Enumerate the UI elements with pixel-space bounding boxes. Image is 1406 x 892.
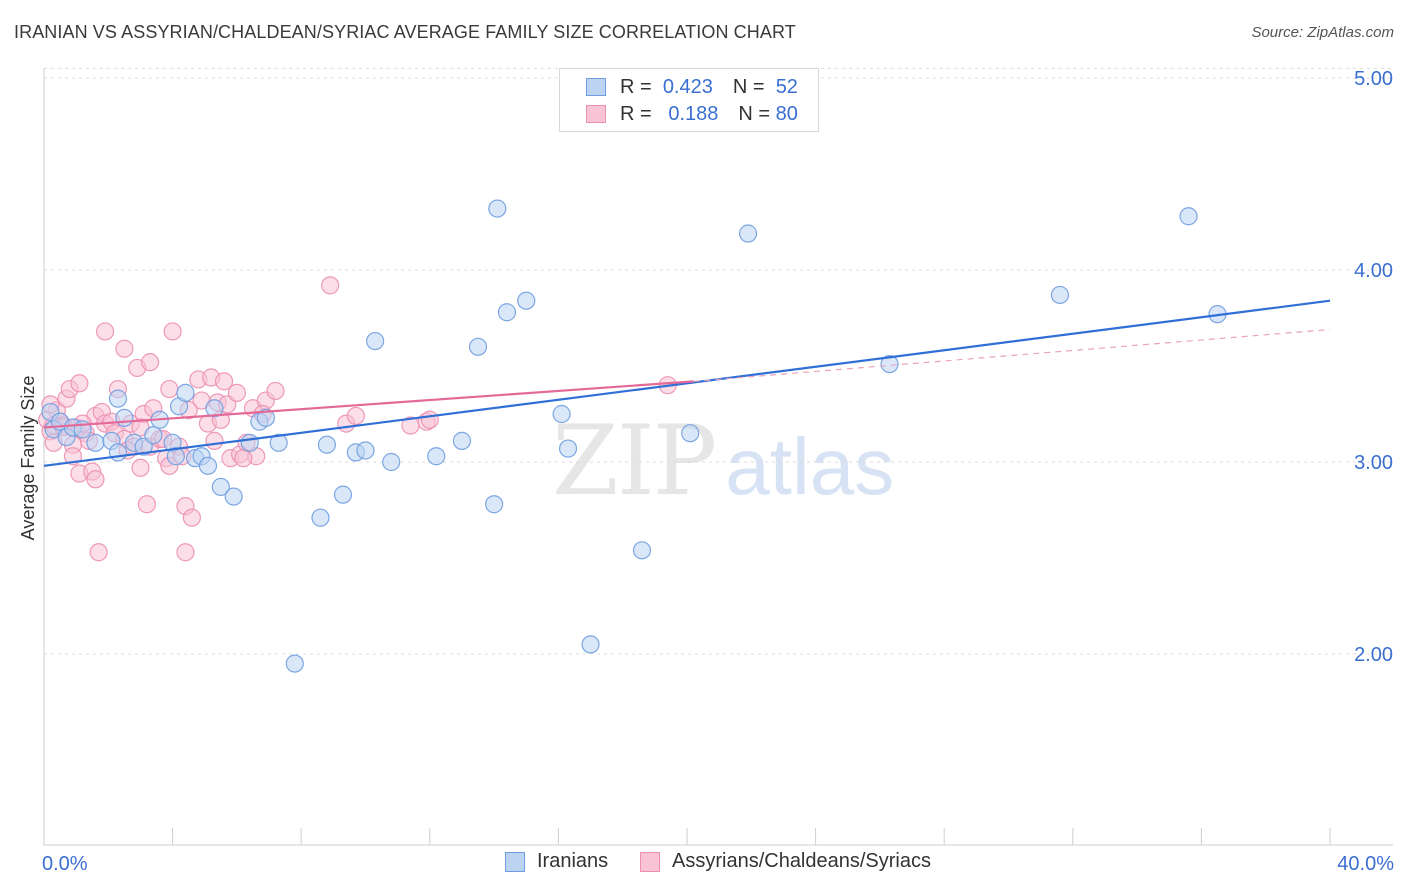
point-iranians [269,433,288,452]
tick-labels: 2.00 3.00 4.00 5.00 0.0% 40.0% Average Family … [18,68,1394,875]
point-assyrians [137,495,156,514]
point-iranians [488,199,507,218]
legend-swatch-assyrians [586,105,606,123]
point-iranians [366,331,385,351]
legend-row-iranians: R = 0.423 N = 52 [586,75,798,99]
point-assyrians [86,470,105,489]
point-assyrians [266,381,285,401]
legend-n-value: 80 [775,102,798,125]
legend-swatch-iranians [586,78,606,96]
legend-swatch-assyrians [640,851,660,872]
point-assyrians [95,322,115,341]
point-iranians [240,433,259,452]
legend-label-assyrians: Assyrians/Chaldeans/Syriacs [672,850,931,872]
point-assyrians [176,543,195,562]
point-iranians [681,424,700,443]
point-iranians [382,452,401,472]
point-iranians [285,654,304,673]
legend-r-label: R = [620,75,652,98]
point-assyrians [234,449,253,468]
grid-lines [44,67,1393,655]
y-tick-label: 4.00 [1354,260,1393,282]
point-iranians [205,399,224,418]
point-iranians [198,456,218,475]
x-tick-label-max: 40.0% [1337,853,1394,875]
point-iranians [517,291,536,310]
source-label: Source: ZipAtlas.com [1251,24,1394,41]
legend-n-label: N = [738,102,771,125]
point-iranians [552,404,571,424]
point-iranians [144,426,163,445]
point-iranians [176,383,195,402]
y-axis-label: Average Family Size [18,376,38,541]
legend-n-label: N = [732,75,765,98]
y-tick-label: 5.00 [1354,68,1393,90]
point-iranians [108,389,128,408]
point-assyrians [89,543,108,562]
point-iranians [356,441,375,460]
point-iranians [256,408,275,427]
point-assyrians [131,458,150,477]
point-assyrians [70,374,89,393]
point-iranians [211,477,230,497]
point-iranians [558,439,578,458]
legend-row-assyrians: R = 0.188 N = 80 [586,102,798,126]
legend-n-value: 52 [775,75,798,98]
watermark-zip: ZIP [552,405,717,517]
point-iranians [115,408,134,427]
point-iranians [880,354,899,374]
chart-title: IRANIAN VS ASSYRIAN/CHALDEAN/SYRIAC AVER… [14,22,796,42]
point-iranians [581,635,600,654]
point-assyrians [214,372,234,391]
watermark: ZIP atlas [552,405,894,517]
point-iranians [333,485,353,504]
point-assyrians [140,353,160,372]
point-iranians [108,443,128,462]
legend-item-iranians: Iranians [505,850,608,873]
point-assyrians [205,431,224,450]
point-iranians [452,431,472,450]
point-assyrians [115,339,134,358]
legend-label-iranians: Iranians [537,850,609,872]
legend-r-value: 0.423 [662,75,713,98]
point-iranians [485,495,504,514]
point-assyrians [227,383,246,402]
point-iranians [1050,285,1070,305]
point-assyrians [346,406,365,426]
y-tick-label: 3.00 [1354,452,1393,474]
point-assyrians [420,410,439,429]
legend-r-value: 0.188 [668,102,719,125]
x-tick-label-min: 0.0% [42,853,88,875]
legend-swatch-iranians [505,851,525,872]
point-iranians [224,487,243,506]
stats-legend: R = 0.423 N = 52 R = 0.188 N = 80 [559,68,819,132]
point-iranians [427,447,446,466]
point-assyrians [182,508,201,527]
y-tick-label: 2.00 [1354,644,1393,666]
data-points [38,199,1227,673]
trend-line-iranians [43,299,1331,467]
point-iranians [166,447,185,466]
point-assyrians [321,276,340,295]
legend-item-assyrians: Assyrians/Chaldeans/Syriacs [640,850,931,873]
point-iranians [317,435,337,454]
series-legend: Iranians Assyrians/Chaldeans/Syriacs [0,850,1406,878]
trend-lines [43,299,1331,467]
watermark-atlas: atlas [725,422,895,511]
trend-line-assyrians [43,380,694,429]
point-assyrians [160,379,179,399]
point-iranians [738,224,758,243]
point-iranians [311,508,330,527]
point-iranians [468,337,488,356]
point-iranians [632,541,652,560]
legend-r-label: R = [620,102,652,125]
axes [43,68,1393,846]
trend-line-assyrians-extended [693,328,1331,382]
point-iranians [86,433,105,452]
point-iranians [1179,207,1198,226]
point-iranians [497,303,517,322]
point-assyrians [163,322,182,341]
